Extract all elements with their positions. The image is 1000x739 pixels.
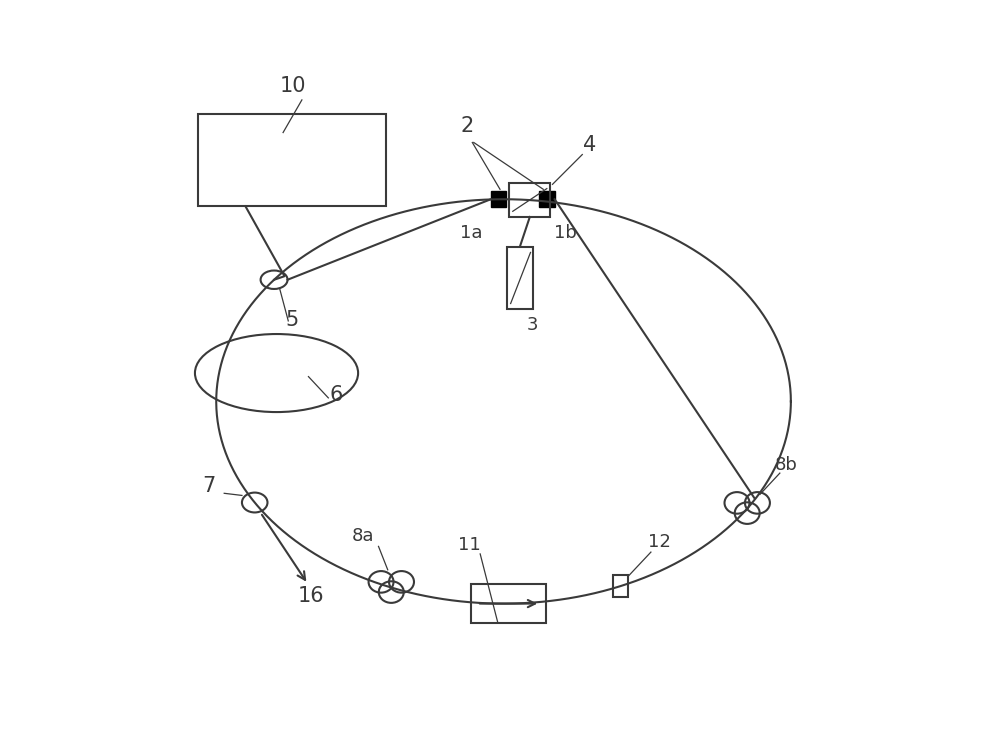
Text: 1a: 1a — [460, 224, 482, 242]
Bar — [198, 114, 386, 206]
Bar — [539, 191, 555, 207]
Text: 7: 7 — [202, 476, 216, 496]
Text: 4: 4 — [583, 135, 596, 155]
Bar — [507, 247, 533, 309]
Text: 8a: 8a — [352, 528, 374, 545]
Text: 6: 6 — [330, 386, 343, 406]
Text: 5: 5 — [285, 310, 298, 330]
Text: 3: 3 — [527, 316, 538, 335]
Text: 12: 12 — [648, 533, 671, 551]
Text: 16: 16 — [298, 586, 325, 606]
Text: 1b: 1b — [554, 224, 577, 242]
Text: 11: 11 — [458, 537, 481, 554]
Text: 2: 2 — [460, 116, 473, 136]
Bar — [509, 183, 550, 217]
Bar — [471, 584, 546, 623]
Bar — [613, 576, 628, 597]
Text: 10: 10 — [279, 76, 306, 96]
Bar — [491, 191, 506, 207]
Text: 8b: 8b — [775, 455, 798, 474]
